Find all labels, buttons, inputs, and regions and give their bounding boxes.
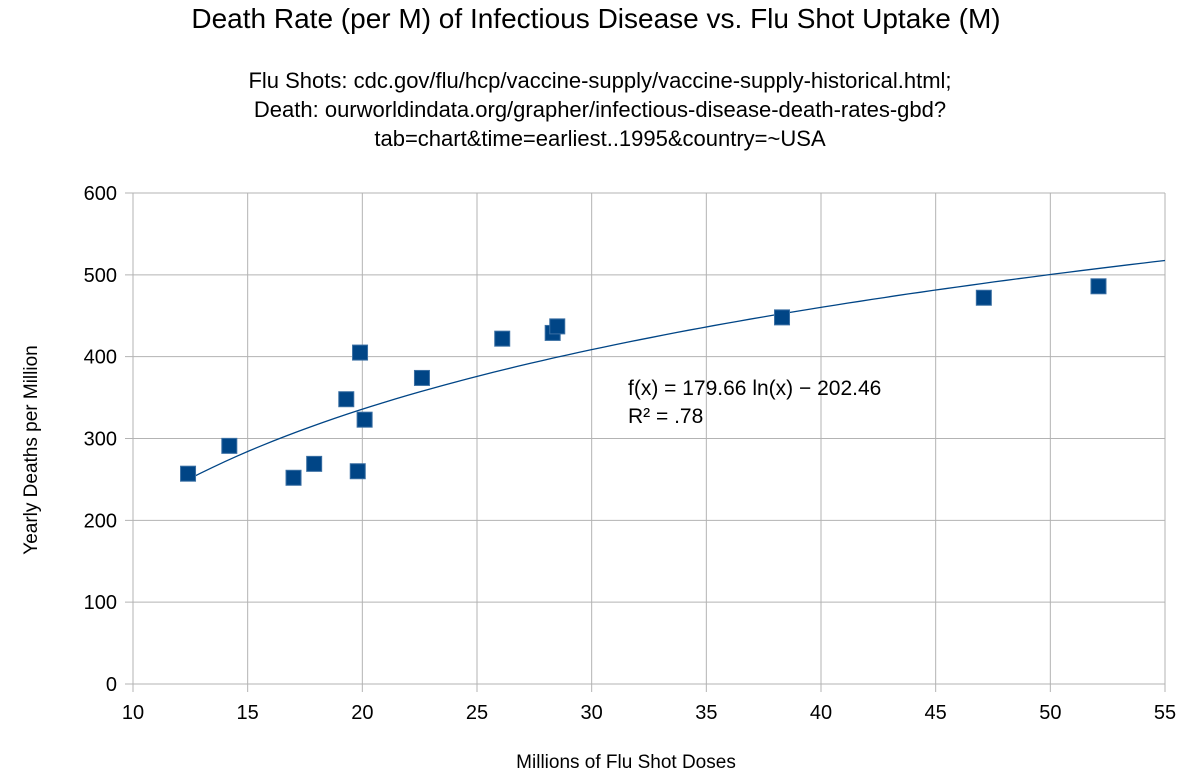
x-tick-label-25: 25	[466, 702, 488, 724]
data-point-6	[349, 463, 366, 480]
y-tick-label-400: 400	[84, 347, 117, 369]
x-tick-label-35: 35	[695, 702, 717, 724]
trendline-r2-label: R² = .78	[628, 405, 703, 428]
data-point-13	[774, 309, 791, 326]
y-tick-label-300: 300	[84, 429, 117, 451]
data-point-14	[975, 289, 992, 306]
y-tick-label-600: 600	[84, 183, 117, 205]
subtitle-line-1: Flu Shots: cdc.gov/flu/hcp/vaccine-suppl…	[248, 68, 952, 93]
trendline-equation: f(x) = 179.66 ln(x) − 202.46 R² = .78	[628, 377, 881, 428]
data-point-5	[338, 391, 355, 408]
data-point-1	[180, 465, 197, 482]
data-points	[180, 278, 1107, 486]
axis-ticks: 0 100 200 300 400 500 600 10 15 20 25 30 35 40 45 50 55	[84, 183, 1177, 724]
data-point-10	[494, 330, 511, 347]
grid	[125, 192, 1166, 692]
y-axis-label: Yearly Deaths per Million	[21, 345, 42, 555]
subtitle-line-2: Death: ourworldindata.org/grapher/infect…	[253, 97, 947, 122]
chart-title: Death Rate (per M) of Infectious Disease…	[191, 3, 1001, 34]
x-tick-label-55: 55	[1154, 702, 1176, 724]
y-tick-label-0: 0	[106, 674, 117, 696]
x-tick-label-40: 40	[810, 702, 832, 724]
x-tick-label-30: 30	[581, 702, 603, 724]
y-tick-label-100: 100	[84, 592, 117, 614]
trendline-group	[187, 259, 1166, 481]
y-tick-label-200: 200	[84, 510, 117, 532]
data-point-2	[221, 437, 238, 454]
chart-subtitle: Flu Shots: cdc.gov/flu/hcp/vaccine-suppl…	[100, 66, 1100, 153]
y-tick-label-500: 500	[84, 265, 117, 287]
x-tick-label-10: 10	[122, 702, 144, 724]
data-point-3	[285, 469, 302, 486]
x-tick-label-20: 20	[351, 702, 373, 724]
subtitle-line-3: tab=chart&time=earliest..1995&country=~U…	[374, 126, 826, 151]
data-point-7	[352, 344, 369, 361]
x-tick-label-45: 45	[925, 702, 947, 724]
data-point-12	[549, 318, 566, 335]
data-point-15	[1090, 278, 1107, 295]
trendline-equation-label: f(x) = 179.66 ln(x) − 202.46	[628, 377, 881, 400]
trendline	[187, 259, 1166, 481]
data-point-9	[413, 369, 430, 386]
data-point-8	[356, 411, 373, 428]
x-tick-label-50: 50	[1039, 702, 1061, 724]
x-axis-label: Millions of Flu Shot Doses	[516, 752, 736, 773]
data-point-4	[306, 455, 323, 472]
x-tick-label-15: 15	[237, 702, 259, 724]
